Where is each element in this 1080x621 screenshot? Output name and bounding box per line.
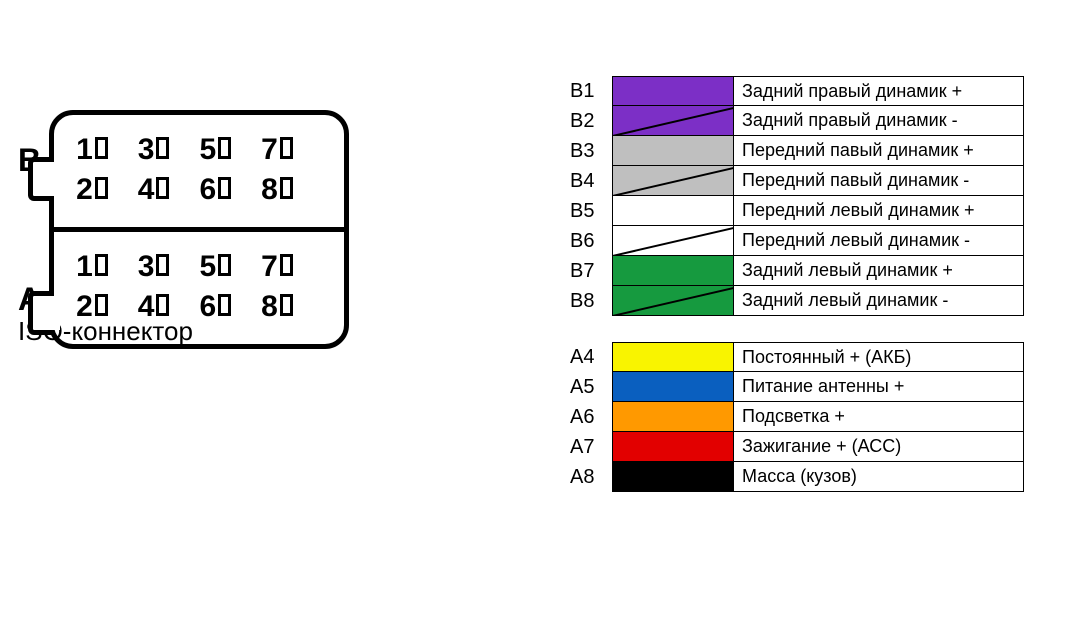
pin: 2 [76,290,108,324]
legend-row: B8 Задний левый динамик - [570,286,1024,316]
legend-description: Передний павый динамик + [734,136,1024,166]
legend-pin-id: A7 [570,432,612,462]
legend-description: Передний левый динамик - [734,226,1024,256]
legend-row: B6 Передний левый динамик - [570,226,1024,256]
legend-pin-id: B2 [570,106,612,136]
pin: 7 [261,250,293,284]
legend-row: A6 Подсветка + [570,402,1024,432]
pin: 3 [138,250,170,284]
legend-description: Задний левый динамик - [734,286,1024,316]
legend-description: Задний правый динамик - [734,106,1024,136]
legend-pin-id: B6 [570,226,612,256]
connector-outline: 1 3 5 7 2 4 6 8 1 3 5 7 [49,110,349,349]
legend-description: Задний правый динамик + [734,76,1024,106]
connector-key-a [28,291,54,335]
legend-color-swatch [612,402,734,432]
legend-color-swatch [612,166,734,196]
pin: 6 [199,173,231,207]
pin: 3 [138,133,170,167]
legend-color-swatch [612,342,734,372]
legend-color-swatch [612,136,734,166]
legend-row: A8 Масса (кузов) [570,462,1024,492]
legend-color-swatch [612,196,734,226]
legend-description: Передний левый динамик + [734,196,1024,226]
legend-pin-id: B7 [570,256,612,286]
legend-group: B1 Задний правый динамик + B2 Задний правый… [570,76,1024,316]
legend-pin-id: A6 [570,402,612,432]
legend-color-swatch [612,372,734,402]
legend-color-swatch [612,432,734,462]
legend-row: A5 Питание антенны + [570,372,1024,402]
legend-color-swatch [612,76,734,106]
legend-pin-id: B5 [570,196,612,226]
legend-row: B1 Задний правый динамик + [570,76,1024,106]
legend-description: Масса (кузов) [734,462,1024,492]
legend-row: A7 Зажигание + (АСС) [570,432,1024,462]
legend-row: B5 Передний левый динамик + [570,196,1024,226]
legend-row: B2 Задний правый динамик - [570,106,1024,136]
pin: 4 [138,290,170,324]
legend-description: Питание антенны + [734,372,1024,402]
legend-color-swatch [612,462,734,492]
legend-pin-id: B3 [570,136,612,166]
legend-description: Подсветка + [734,402,1024,432]
pin: 5 [199,133,231,167]
legend-pin-id: B4 [570,166,612,196]
pin: 8 [261,173,293,207]
legend-pin-id: A4 [570,342,612,372]
legend-pin-id: A8 [570,462,612,492]
legend-group: A4Постоянный + (АКБ)A5Питание антенны +A… [570,342,1024,492]
connector-key-b [28,157,54,201]
pin: 2 [76,173,108,207]
pin: 4 [138,173,170,207]
legend-description: Постоянный + (АКБ) [734,342,1024,372]
legend-color-swatch [612,226,734,256]
iso-connector-diagram: B A 1 3 5 7 2 4 6 8 [18,110,349,349]
legend-row: B3 Передний павый динамик + [570,136,1024,166]
legend-row: B7 Задний левый динамик + [570,256,1024,286]
pin: 6 [199,290,231,324]
pin: 5 [199,250,231,284]
legend-pin-id: A5 [570,372,612,402]
legend-color-swatch [612,286,734,316]
legend-row: A4 Постоянный + (АКБ) [570,342,1024,372]
legend-description: Передний павый динамик - [734,166,1024,196]
legend-color-swatch [612,106,734,136]
legend-description: Задний левый динамик + [734,256,1024,286]
legend-pin-id: B1 [570,76,612,106]
pinout-legend: B1 Задний правый динамик + B2 Задний правый… [570,76,1024,492]
pin: 1 [76,250,108,284]
legend-color-swatch [612,256,734,286]
legend-description: Зажигание + (АСС) [734,432,1024,462]
pin: 8 [261,290,293,324]
connector-block-b: 1 3 5 7 2 4 6 8 [54,115,344,227]
legend-row: B4 Передний павый динамик - [570,166,1024,196]
legend-pin-id: B8 [570,286,612,316]
connector-block-a: 1 3 5 7 2 4 6 8 [54,227,344,344]
pin: 1 [76,133,108,167]
pin: 7 [261,133,293,167]
